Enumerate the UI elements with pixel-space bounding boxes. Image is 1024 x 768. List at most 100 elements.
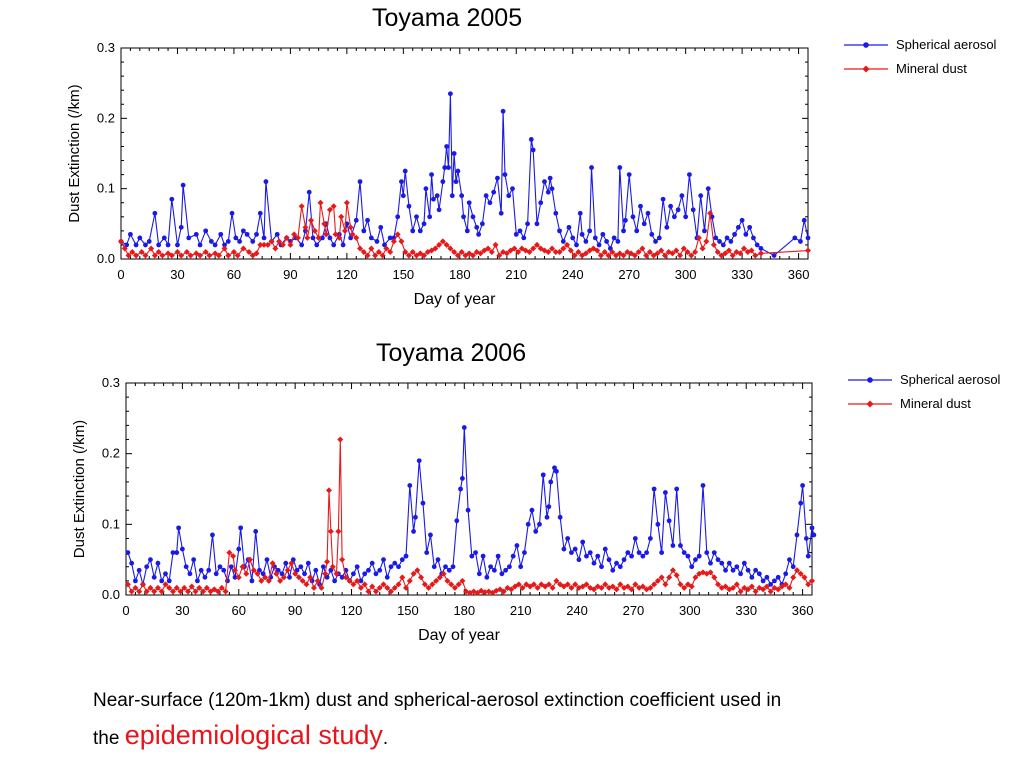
- data-point-spherical-aerosol: [362, 571, 368, 577]
- data-point-mineral-dust: [261, 241, 268, 248]
- data-point-mineral-dust: [801, 574, 808, 581]
- data-point-spherical-aerosol: [510, 186, 515, 192]
- data-point-spherical-aerosol: [753, 567, 759, 573]
- data-point-spherical-aerosol: [787, 557, 792, 563]
- data-point-spherical-aerosol: [711, 550, 717, 555]
- data-point-mineral-dust: [602, 581, 609, 588]
- data-point-spherical-aerosol: [369, 560, 375, 566]
- data-point-spherical-aerosol: [365, 217, 370, 223]
- data-point-spherical-aerosol: [310, 235, 316, 241]
- data-point-spherical-aerosol: [374, 239, 380, 244]
- data-point-spherical-aerosol: [647, 536, 653, 541]
- data-point-spherical-aerosol: [614, 560, 619, 566]
- data-point-spherical-aerosol: [163, 571, 168, 577]
- data-point-mineral-dust: [222, 588, 229, 595]
- data-point-spherical-aerosol: [254, 231, 259, 237]
- data-point-mineral-dust: [169, 588, 176, 595]
- data-point-mineral-dust: [533, 241, 540, 248]
- data-point-mineral-dust: [598, 584, 605, 591]
- data-point-mineral-dust: [597, 252, 604, 259]
- data-point-mineral-dust: [304, 234, 311, 241]
- data-point-spherical-aerosol: [470, 214, 476, 220]
- data-point-mineral-dust: [477, 250, 484, 257]
- data-point-spherical-aerosol: [443, 564, 448, 570]
- data-point-spherical-aerosol: [751, 235, 756, 241]
- figure-caption: Near-surface (120m-1km) dust and spheric…: [93, 684, 993, 756]
- data-point-mineral-dust: [503, 250, 510, 257]
- data-point-mineral-dust: [202, 248, 209, 255]
- data-point-mineral-dust: [262, 574, 269, 581]
- legend-marker-mineral-dust: [862, 65, 870, 73]
- data-point-mineral-dust: [350, 581, 357, 588]
- data-point-spherical-aerosol: [491, 567, 497, 573]
- data-point-mineral-dust: [177, 588, 184, 595]
- data-point-spherical-aerosol: [428, 532, 433, 538]
- data-point-mineral-dust: [235, 574, 242, 581]
- data-point-mineral-dust: [805, 247, 811, 254]
- data-point-spherical-aerosol: [313, 567, 319, 573]
- data-point-spherical-aerosol: [217, 564, 223, 570]
- data-point-spherical-aerosol: [811, 532, 817, 538]
- chart-toyama-2006: 0 30 60 90 120 150 180 210 240 270 300 330 360 0.0 0.1…: [71, 372, 1001, 644]
- data-point-spherical-aerosol: [183, 564, 189, 570]
- data-point-spherical-aerosol: [451, 151, 457, 156]
- data-point-spherical-aerosol: [339, 574, 345, 580]
- data-point-mineral-dust: [265, 577, 272, 584]
- y-tick-label: 0.3: [102, 375, 120, 390]
- data-point-mineral-dust: [699, 245, 706, 252]
- y-tick-label: 0.1: [102, 516, 120, 531]
- data-point-spherical-aerosol: [491, 189, 497, 195]
- data-point-spherical-aerosol: [454, 518, 460, 524]
- data-point-spherical-aerosol: [495, 175, 500, 181]
- data-point-mineral-dust: [545, 248, 552, 255]
- data-point-spherical-aerosol: [402, 168, 408, 174]
- data-point-mineral-dust: [677, 252, 684, 259]
- data-point-mineral-dust: [325, 487, 332, 494]
- data-point-spherical-aerosol: [548, 479, 554, 485]
- data-point-mineral-dust: [451, 248, 458, 255]
- data-point-mineral-dust: [549, 584, 556, 591]
- series-spherical-aerosol: [125, 425, 817, 587]
- data-point-spherical-aerosol: [514, 543, 520, 548]
- data-point-spherical-aerosol: [279, 571, 285, 577]
- data-point-spherical-aerosol: [474, 224, 480, 230]
- y-tick-label: 0.0: [97, 251, 115, 266]
- data-point-spherical-aerosol: [668, 203, 673, 209]
- data-point-spherical-aerosol: [450, 564, 456, 570]
- data-point-mineral-dust: [245, 248, 252, 255]
- x-tick-label: 180: [453, 603, 475, 618]
- data-point-spherical-aerosol: [236, 546, 242, 552]
- data-point-spherical-aerosol: [764, 574, 770, 580]
- data-point-spherical-aerosol: [473, 550, 478, 555]
- data-point-spherical-aerosol: [413, 514, 418, 520]
- data-point-spherical-aerosol: [679, 193, 685, 199]
- data-point-spherical-aerosol: [332, 578, 338, 584]
- data-point-spherical-aerosol: [424, 550, 430, 555]
- data-point-mineral-dust: [767, 588, 774, 595]
- data-point-spherical-aerosol: [775, 574, 781, 580]
- data-point-spherical-aerosol: [298, 564, 304, 570]
- data-point-mineral-dust: [508, 586, 515, 593]
- data-point-mineral-dust: [376, 584, 383, 591]
- data-point-spherical-aerosol: [705, 186, 711, 192]
- data-point-spherical-aerosol: [534, 221, 540, 227]
- data-point-mineral-dust: [797, 570, 804, 577]
- data-point-spherical-aerosol: [525, 521, 531, 527]
- data-point-spherical-aerosol: [429, 172, 434, 178]
- data-point-mineral-dust: [347, 224, 354, 231]
- data-point-mineral-dust: [240, 245, 247, 252]
- data-point-spherical-aerosol: [537, 521, 542, 527]
- data-point-mineral-dust: [318, 584, 325, 591]
- data-point-spherical-aerosol: [388, 564, 394, 570]
- y-tick-label: 0.2: [97, 110, 115, 125]
- data-point-spherical-aerosol: [238, 525, 244, 531]
- data-point-mineral-dust: [549, 245, 556, 252]
- data-point-spherical-aerosol: [621, 557, 627, 563]
- data-point-mineral-dust: [357, 584, 364, 591]
- data-point-mineral-dust: [654, 250, 661, 257]
- x-tick-label: 330: [731, 267, 753, 282]
- data-point-mineral-dust: [168, 252, 175, 259]
- data-point-mineral-dust: [646, 248, 653, 255]
- data-point-mineral-dust: [526, 248, 533, 255]
- data-point-mineral-dust: [206, 252, 213, 259]
